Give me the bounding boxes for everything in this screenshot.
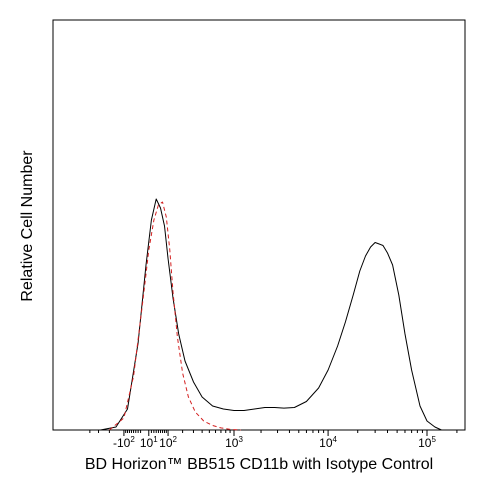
- x-tick-label: 101: [140, 435, 158, 450]
- x-tick-label: 104: [319, 435, 337, 450]
- y-axis-title: Relative Cell Number: [19, 150, 36, 302]
- plot-frame: [52, 19, 466, 431]
- x-tick-label: 105: [418, 435, 436, 450]
- x-axis-title: BD Horizon™ BB515 CD11b with Isotype Con…: [85, 456, 433, 473]
- stained-sample-line: [100, 198, 448, 431]
- series-layer: [100, 198, 448, 431]
- x-tick-label: -102: [113, 435, 135, 450]
- x-tick-label: 102: [159, 435, 177, 450]
- x-tick-label: 103: [225, 435, 243, 450]
- isotype-control-line: [109, 201, 241, 431]
- x-axis-ticks: [89, 430, 458, 436]
- x-axis-tick-labels: -102 101 102 103 104 105: [113, 435, 436, 450]
